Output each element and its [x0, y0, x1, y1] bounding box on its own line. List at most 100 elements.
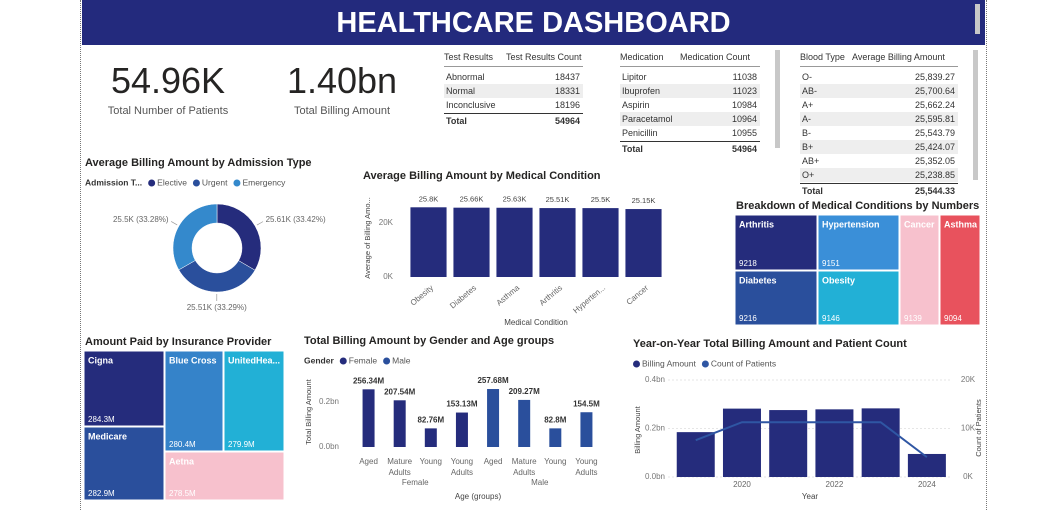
legend-marker: [633, 360, 640, 368]
x-axis-label: Year: [802, 492, 819, 501]
data-label: 25.61K (33.42%): [266, 215, 326, 224]
treemap-cell: [939, 214, 981, 326]
table-cell: A+: [802, 100, 814, 110]
y-axis-label: Average of Billing Amo...: [363, 197, 372, 279]
treemap-cell: [899, 214, 940, 326]
bar: [487, 389, 500, 447]
table-cell: Lipitor: [622, 72, 647, 82]
x-tick-label: Young: [544, 457, 567, 466]
x-axis-label: Medical Condition: [504, 318, 568, 327]
y-axis-label: Total Billing Amount: [304, 378, 313, 444]
table-cell: Penicillin: [622, 128, 658, 138]
scrollbar[interactable]: [973, 50, 978, 180]
legend-marker: [192, 179, 200, 187]
chart-title: Average Billing Amount by Medical Condit…: [363, 170, 601, 182]
pie-leader: [256, 221, 264, 226]
bar: [455, 412, 468, 447]
data-label: 25.15K: [632, 196, 656, 205]
scrollbar[interactable]: [975, 4, 980, 34]
legend-label: Emergency: [242, 177, 286, 187]
legend-marker: [148, 179, 156, 187]
table-cell: Paracetamol: [622, 114, 673, 124]
data-label: 82.76M: [417, 415, 444, 424]
bar: [625, 209, 662, 277]
x-group-label: Male: [531, 478, 549, 487]
data-label: 282.9M: [88, 489, 115, 498]
x-tick-label: Arthritis: [538, 283, 565, 307]
legend-label: Billing Amount: [642, 358, 697, 368]
data-label: 154.5M: [573, 399, 600, 408]
bar: [518, 399, 531, 447]
data-label: 153.13M: [446, 400, 477, 409]
scrollbar[interactable]: [775, 50, 780, 148]
table-header-rule: [620, 66, 760, 67]
treemap-cell: [83, 426, 165, 501]
y2-tick-label: 0K: [963, 472, 973, 481]
treemap-label: UnitedHea...: [228, 355, 280, 365]
y2-axis-label: Count of Patients: [974, 399, 983, 457]
table-cell: 25,352.05: [914, 156, 955, 166]
kpi-label: Total Billing Amount: [294, 105, 390, 117]
data-label: 9151: [822, 259, 840, 268]
table-total-rule: [800, 183, 958, 184]
treemap-label: Asthma: [944, 219, 978, 229]
x-tick-label: 2024: [918, 480, 936, 489]
table-cell: AB+: [802, 156, 820, 166]
treemap-label: Diabetes: [739, 275, 777, 285]
table-cell: 25,595.81: [914, 114, 955, 124]
table-row-bg: [620, 84, 760, 98]
y-tick-label: 20K: [379, 218, 394, 227]
table-cell: 10964: [731, 114, 757, 124]
bar: [496, 207, 533, 277]
table-header: Test Results: [444, 52, 494, 62]
treemap-cell: [734, 214, 818, 271]
x-axis-label: Age (groups): [455, 492, 502, 501]
table-total-rule: [620, 141, 760, 142]
table-row-bg: [800, 168, 958, 182]
bar: [907, 453, 946, 477]
bar: [424, 428, 437, 447]
treemap-label: Blue Cross: [169, 355, 217, 365]
legend-label: Count of Patients: [711, 358, 776, 368]
table-header-rule: [444, 66, 583, 67]
page-border-left: [80, 0, 81, 510]
table-cell: 25,543.79: [914, 128, 955, 138]
x-tick-label: Hyperten...: [571, 283, 607, 315]
bar: [393, 400, 406, 447]
x-tick-label: Diabetes: [448, 283, 478, 310]
chart-title: Year-on-Year Total Billing Amount and Pa…: [633, 338, 907, 350]
table-row-bg: [800, 140, 958, 154]
treemap-cell: [164, 451, 285, 501]
data-label: 279.9M: [228, 440, 255, 449]
table-cell: 18437: [554, 72, 580, 82]
table-cell: 10955: [731, 128, 757, 138]
table-row-bg: [800, 84, 958, 98]
header-title: HEALTHCARE DASHBOARD: [336, 7, 731, 39]
x-tick-label: Mature Adults: [511, 457, 537, 477]
legend-marker: [339, 357, 347, 365]
treemap-label: Obesity: [822, 275, 855, 285]
x-tick-label: Mature Adults: [387, 457, 413, 477]
table-cell: 11023: [732, 86, 757, 96]
table-cell: B+: [802, 142, 814, 152]
table-cell: Normal: [446, 86, 476, 96]
table-cell: Inconclusive: [446, 100, 496, 110]
pie-slice: [216, 203, 262, 271]
table-header: Average Billing Amount: [852, 52, 945, 62]
data-label: 25.5K (33.28%): [113, 215, 169, 224]
data-label: 9094: [944, 314, 962, 323]
table-cell: 25,700.64: [914, 86, 955, 96]
data-label: 257.68M: [477, 376, 508, 385]
table-cell: AB-: [802, 86, 818, 96]
data-label: 284.3M: [88, 415, 115, 424]
x-group-label: Female: [402, 478, 429, 487]
table-cell: B-: [802, 128, 811, 138]
table-cell: 18331: [554, 86, 580, 96]
bar: [815, 409, 854, 477]
data-label: 25.8K: [419, 194, 439, 203]
data-label: 256.34M: [353, 376, 384, 385]
table-cell: 10984: [731, 100, 757, 110]
table-header-rule: [800, 66, 958, 67]
table-cell: 25,662.24: [914, 100, 955, 110]
kpi-value: 1.40bn: [286, 60, 398, 101]
